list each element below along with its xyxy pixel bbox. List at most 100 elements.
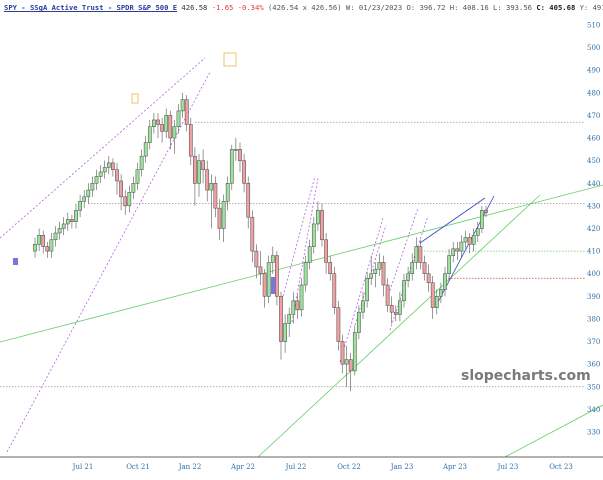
candle[interactable] [90, 176, 95, 197]
candle[interactable] [49, 233, 54, 258]
candle[interactable] [70, 214, 74, 229]
candle[interactable] [98, 165, 103, 184]
candle[interactable] [127, 185, 132, 213]
blue-marker-jun22[interactable] [271, 277, 275, 294]
candle[interactable] [361, 291, 365, 319]
candle[interactable] [41, 230, 46, 254]
candle[interactable] [172, 119, 177, 154]
candle[interactable] [143, 135, 148, 163]
blue-trendline-lower[interactable] [437, 195, 495, 303]
candle[interactable] [402, 273, 406, 308]
candle[interactable] [242, 153, 246, 193]
blue-marker[interactable] [13, 258, 18, 265]
candle[interactable] [205, 160, 210, 202]
candle[interactable] [250, 210, 255, 263]
candle[interactable] [459, 235, 464, 258]
candle[interactable] [152, 113, 156, 134]
candle[interactable] [94, 169, 99, 191]
candle[interactable] [393, 305, 398, 322]
candle[interactable] [467, 233, 472, 254]
candle[interactable] [106, 156, 111, 175]
candle[interactable] [147, 119, 152, 150]
candle[interactable] [160, 117, 164, 143]
candle[interactable] [184, 95, 189, 132]
candle[interactable] [377, 253, 382, 276]
candle[interactable] [78, 194, 82, 218]
candle[interactable] [463, 230, 468, 249]
candle[interactable] [229, 144, 234, 191]
candle[interactable] [332, 266, 337, 315]
candle[interactable] [414, 237, 419, 270]
candle[interactable] [287, 307, 292, 338]
green-trendline-lower[interactable] [504, 404, 603, 458]
candle[interactable] [340, 334, 345, 374]
candle[interactable] [57, 221, 62, 240]
candle[interactable] [74, 203, 78, 229]
candle[interactable] [357, 305, 361, 340]
green-trendline-support[interactable] [257, 194, 541, 458]
candle[interactable] [225, 176, 230, 211]
candle[interactable] [422, 255, 427, 281]
candle[interactable] [156, 113, 160, 139]
candle[interactable] [430, 275, 435, 319]
candle[interactable] [455, 242, 460, 261]
candle[interactable] [180, 92, 185, 118]
candle[interactable] [426, 264, 431, 292]
candle[interactable] [246, 176, 251, 229]
candle[interactable] [484, 205, 488, 218]
candle[interactable] [398, 291, 402, 322]
purple-channel-nov22-a[interactable] [339, 217, 384, 363]
candle[interactable] [279, 291, 283, 360]
candle[interactable] [168, 110, 173, 150]
candle[interactable] [197, 153, 201, 197]
candle[interactable] [328, 255, 333, 281]
purple-channel-jul22-a[interactable] [281, 175, 316, 301]
candle[interactable] [480, 205, 484, 234]
candle[interactable] [111, 158, 115, 177]
purple-channel-jan23-a[interactable] [385, 207, 419, 303]
candle[interactable] [299, 278, 304, 317]
candle[interactable] [352, 325, 357, 376]
candle[interactable] [447, 248, 451, 281]
candle[interactable] [131, 176, 136, 200]
candle[interactable] [283, 314, 287, 353]
purple-channel-jul22-b[interactable] [291, 177, 319, 323]
candle[interactable] [348, 352, 353, 392]
candle[interactable] [475, 221, 480, 243]
candle[interactable] [213, 176, 218, 218]
candle[interactable] [201, 149, 205, 184]
candle[interactable] [262, 269, 267, 308]
candle[interactable] [115, 162, 119, 195]
candle[interactable] [209, 174, 214, 229]
candle[interactable] [307, 239, 312, 270]
candle[interactable] [295, 294, 300, 319]
candle[interactable] [238, 142, 242, 172]
candle[interactable] [344, 346, 349, 387]
candle[interactable] [139, 149, 144, 177]
candle[interactable] [303, 255, 308, 292]
orange-marker-small[interactable] [131, 93, 139, 104]
candle[interactable] [316, 201, 320, 231]
candle[interactable] [443, 266, 447, 297]
candle[interactable] [451, 242, 456, 263]
candle[interactable] [217, 199, 222, 240]
candle[interactable] [291, 291, 296, 324]
candle[interactable] [234, 138, 238, 161]
candle[interactable] [123, 190, 128, 215]
candle[interactable] [471, 228, 476, 252]
candle[interactable] [389, 296, 394, 324]
candle[interactable] [258, 251, 263, 286]
candle[interactable] [365, 271, 369, 308]
candle[interactable] [406, 266, 410, 288]
candle[interactable] [266, 255, 271, 304]
candle[interactable] [434, 289, 439, 315]
candle[interactable] [53, 226, 58, 247]
candle[interactable] [45, 242, 50, 258]
candle[interactable] [311, 217, 316, 254]
candle[interactable] [61, 217, 66, 236]
candle[interactable] [135, 162, 140, 191]
candle[interactable] [164, 108, 169, 139]
purple-channel-upper[interactable] [0, 57, 206, 239]
symbol-link[interactable]: SPY - SSgA Active Trust - SPDR S&P 500 E [4, 3, 178, 12]
